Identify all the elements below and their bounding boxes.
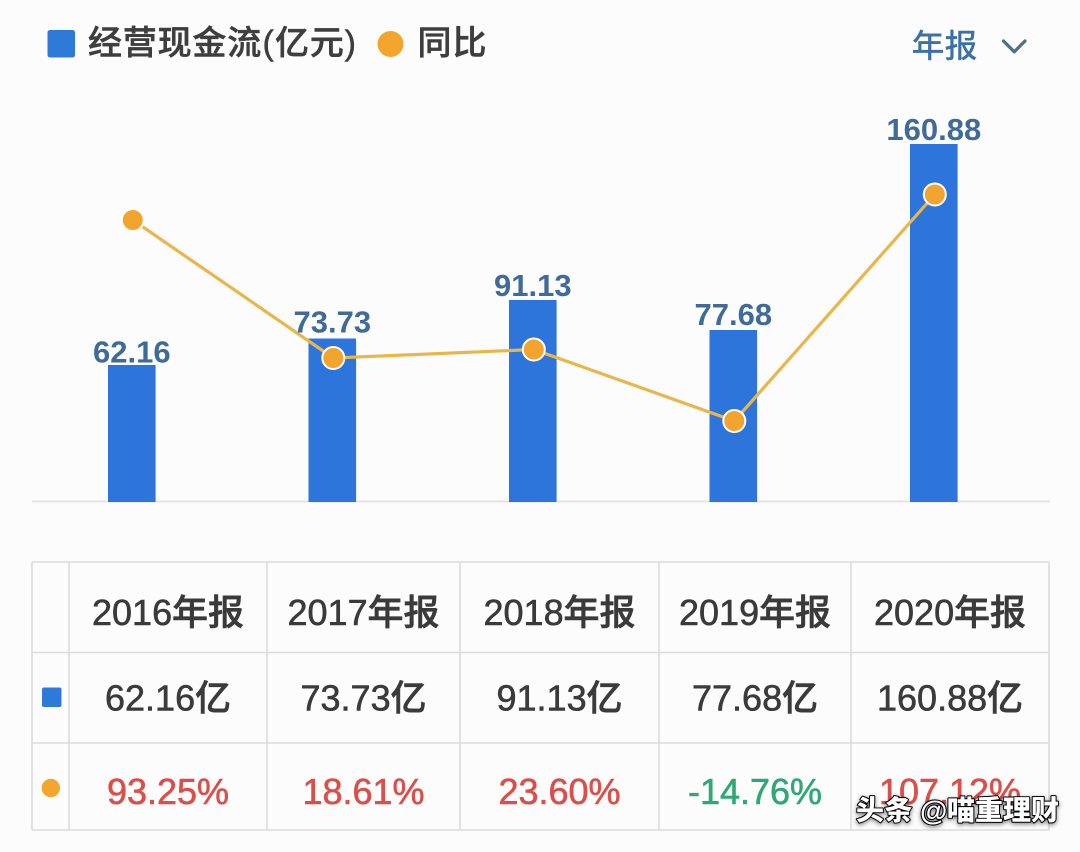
svg-text:77.68: 77.68 xyxy=(692,678,782,719)
svg-text:2019: 2019 xyxy=(679,592,759,633)
svg-text:2016: 2016 xyxy=(92,592,172,633)
svg-text:73.73: 73.73 xyxy=(301,678,391,719)
svg-text:160.88: 160.88 xyxy=(877,678,987,719)
svg-text:(: ( xyxy=(263,25,275,63)
svg-text:18.61%: 18.61% xyxy=(302,771,424,812)
svg-text:2017: 2017 xyxy=(288,592,368,633)
svg-text:23.60%: 23.60% xyxy=(498,771,620,812)
svg-text:2018: 2018 xyxy=(484,592,564,633)
svg-text:@: @ xyxy=(920,795,947,826)
svg-text:): ) xyxy=(345,25,356,63)
svg-text:62.16: 62.16 xyxy=(105,678,195,719)
svg-text:91.13: 91.13 xyxy=(494,268,572,303)
svg-text:160.88: 160.88 xyxy=(886,112,981,147)
svg-text:62.16: 62.16 xyxy=(93,335,171,370)
svg-text:77.68: 77.68 xyxy=(695,297,773,332)
svg-text:2020: 2020 xyxy=(874,592,954,633)
svg-text:-14.76%: -14.76% xyxy=(688,771,822,812)
svg-text:73.73: 73.73 xyxy=(294,305,372,340)
svg-text:93.25%: 93.25% xyxy=(107,771,229,812)
svg-text:91.13: 91.13 xyxy=(497,678,587,719)
